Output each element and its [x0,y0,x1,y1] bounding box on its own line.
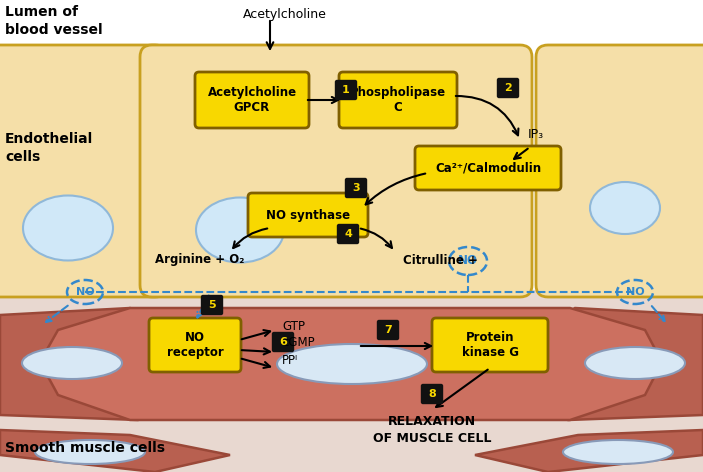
Text: Lumen of
blood vessel: Lumen of blood vessel [5,5,103,37]
Ellipse shape [22,347,122,379]
FancyBboxPatch shape [195,72,309,128]
FancyBboxPatch shape [422,385,442,404]
Polygon shape [0,308,175,420]
Text: Citrulline +: Citrulline + [403,253,478,267]
Text: Acetylcholine: Acetylcholine [243,8,327,21]
Text: 3: 3 [352,183,360,193]
Text: IP₃: IP₃ [528,127,544,141]
FancyBboxPatch shape [202,295,223,314]
Ellipse shape [563,440,673,464]
FancyBboxPatch shape [498,78,519,98]
Ellipse shape [590,182,660,234]
Ellipse shape [23,195,113,261]
FancyBboxPatch shape [149,318,241,372]
FancyBboxPatch shape [432,318,548,372]
FancyBboxPatch shape [337,225,359,244]
Text: Endothelial
cells: Endothelial cells [5,132,93,164]
Ellipse shape [35,440,145,464]
Text: NO synthase: NO synthase [266,209,350,221]
Text: 5: 5 [208,300,216,310]
Polygon shape [530,308,703,420]
FancyBboxPatch shape [335,81,356,100]
Text: 4: 4 [344,229,352,239]
FancyBboxPatch shape [140,45,532,297]
Text: PPᴵ: PPᴵ [282,354,298,366]
Text: 8: 8 [428,389,436,399]
FancyBboxPatch shape [345,178,366,197]
Text: RELAXATION
OF MUSCLE CELL: RELAXATION OF MUSCLE CELL [373,415,491,445]
Text: NO: NO [458,254,478,268]
Text: Acetylcholine
GPCR: Acetylcholine GPCR [207,86,297,114]
Ellipse shape [585,347,685,379]
FancyBboxPatch shape [536,45,703,297]
FancyBboxPatch shape [378,320,399,339]
FancyBboxPatch shape [248,193,368,237]
Polygon shape [0,430,230,472]
Text: GTP: GTP [282,320,305,332]
FancyBboxPatch shape [339,72,457,128]
Text: 7: 7 [384,325,392,335]
Text: 6: 6 [279,337,287,347]
Text: Smooth muscle cells: Smooth muscle cells [5,441,165,455]
Text: Protein
kinase G: Protein kinase G [461,331,519,359]
FancyBboxPatch shape [273,332,293,352]
FancyBboxPatch shape [0,45,167,297]
Text: Phospholipase
C: Phospholipase C [350,86,446,114]
Text: 2: 2 [504,83,512,93]
Text: NO: NO [626,287,645,297]
Polygon shape [40,308,662,420]
Polygon shape [475,430,703,472]
FancyBboxPatch shape [415,146,561,190]
Ellipse shape [196,197,284,262]
Text: Ca²⁺/Calmodulin: Ca²⁺/Calmodulin [435,161,541,175]
Text: 1: 1 [342,85,350,95]
Text: NO: NO [76,287,94,297]
Text: NO
receptor: NO receptor [167,331,224,359]
Text: Arginine + O₂: Arginine + O₂ [155,253,245,267]
Ellipse shape [277,344,427,384]
Text: cGMP: cGMP [282,336,315,348]
Bar [0,290,703,472]
